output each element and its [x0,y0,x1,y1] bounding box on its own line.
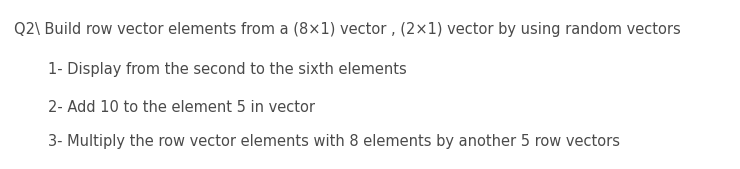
Text: Q2\ Build row vector elements from a (8×1) vector , (2×1) vector by using random: Q2\ Build row vector elements from a (8×… [14,22,681,37]
Text: 3- Multiply the row vector elements with 8 elements by another 5 row vectors: 3- Multiply the row vector elements with… [48,134,620,149]
Text: 1- Display from the second to the sixth elements: 1- Display from the second to the sixth … [48,62,407,77]
Text: 2- Add 10 to the element 5 in vector: 2- Add 10 to the element 5 in vector [48,100,315,115]
